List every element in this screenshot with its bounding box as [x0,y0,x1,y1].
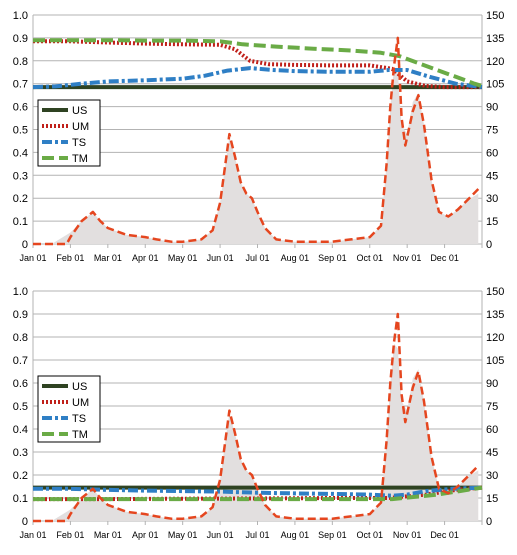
y-tick-label-right: 60 [486,147,498,159]
legend-label-tm: TM [72,429,88,441]
y-tick-label-right: 45 [486,447,498,459]
y-tick-label-left: 0.3 [13,447,28,459]
x-tick-label: Apr 01 [132,530,159,540]
series-line-tm [33,485,483,502]
y-tick-label-left: 0.5 [13,401,28,413]
x-tick-label: Jun 01 [207,530,234,540]
series-line-ts [33,485,483,498]
x-tick-label: Jan 01 [19,253,46,263]
y-tick-label-right: 120 [486,332,504,344]
y-tick-label-left: 0.8 [13,56,28,68]
x-tick-label: Mar 01 [94,530,122,540]
y-tick-label-left: 0 [22,516,28,528]
x-tick-label: Dec 01 [430,253,459,263]
y-tick-label-left: 0.2 [13,193,28,205]
y-tick-label-right: 90 [486,378,498,390]
y-tick-label-left: 0.9 [13,309,28,321]
y-tick-label-right: 30 [486,470,498,482]
y-tick-label-left: 0.7 [13,355,28,367]
chart-panel-2: 0 0.1 0.2 0.3 0.4 0.5 0.6 0.7 0.8 0.9 1.0 0 15 30 45 60… [13,286,505,540]
x-tick-label: May 01 [168,253,198,263]
x-tick-label: Apr 01 [132,253,159,263]
x-tick-label: Aug 01 [281,530,310,540]
y-tick-label-right: 75 [486,125,498,137]
dashed-series-line [33,36,480,246]
y-tick-label-left: 0.5 [13,125,28,137]
y-tick-label-right: 0 [486,239,492,251]
y-tick-label-left: 0.2 [13,470,28,482]
x-tick-label: Oct 01 [356,253,383,263]
x-tick-label: Jul 01 [245,253,269,263]
x-tick-label: Jul 01 [245,530,269,540]
x-tick-label: Feb 01 [56,530,84,540]
series-line-tm [33,38,483,88]
y-tick-label-right: 105 [486,355,504,367]
y-tick-label-right: 135 [486,33,504,45]
y-tick-label-left: 0.6 [13,102,28,114]
x-tick-label: Oct 01 [356,530,383,540]
y-tick-label-right: 60 [486,424,498,436]
y-tick-label-left: 0 [22,239,28,251]
x-tick-label: Sep 01 [318,530,347,540]
y-tick-label-left: 0.9 [13,33,28,45]
y-tick-label-right: 150 [486,286,504,298]
y-tick-label-right: 120 [486,56,504,68]
x-tick-label: Sep 01 [318,253,347,263]
x-tick-label: Jan 01 [19,530,46,540]
y-tick-label-right: 75 [486,401,498,413]
y-tick-label-left: 0.3 [13,170,28,182]
x-tick-label: Nov 01 [393,253,422,263]
legend-label-ts: TS [72,137,86,149]
y-tick-label-right: 150 [486,10,504,22]
x-tick-label: May 01 [168,530,198,540]
y-tick-label-right: 0 [486,516,492,528]
legend-label-tm: TM [72,153,88,165]
y-tick-label-right: 15 [486,216,498,228]
y-tick-label-right: 15 [486,493,498,505]
chart-panel-1: 0 0.1 0.2 0.3 0.4 0.5 0.6 0.7 0.8 0.9 1.0 0 15 30 45 60… [13,10,505,263]
legend-label-um: UM [72,121,89,133]
y-tick-label-left: 0.8 [13,332,28,344]
y-tick-label-right: 30 [486,193,498,205]
legend-label-um: UM [72,397,89,409]
x-tick-label: Jun 01 [207,253,234,263]
x-tick-label: Nov 01 [393,530,422,540]
y-tick-label-right: 135 [486,309,504,321]
y-tick-label-right: 45 [486,170,498,182]
y-tick-label-left: 0.4 [13,424,28,436]
y-tick-label-left: 1.0 [13,10,28,22]
dashed-series-line [33,312,480,523]
legend-label-us: US [72,381,87,393]
y-tick-label-left: 0.1 [13,216,28,228]
x-tick-label: Mar 01 [94,253,122,263]
series-line-ts [32,66,483,90]
x-tick-label: Aug 01 [281,253,310,263]
y-tick-label-left: 0.1 [13,493,28,505]
y-tick-label-right: 105 [486,79,504,91]
y-tick-label-left: 1.0 [13,286,28,298]
series-line-um [33,39,482,90]
legend-label-ts: TS [72,413,86,425]
y-tick-label-right: 90 [486,102,498,114]
x-tick-label: Feb 01 [56,253,84,263]
y-tick-label-left: 0.7 [13,79,28,91]
y-tick-label-left: 0.6 [13,378,28,390]
legend-label-us: US [72,105,87,117]
x-tick-label: Dec 01 [430,530,459,540]
y-tick-label-left: 0.4 [13,147,28,159]
